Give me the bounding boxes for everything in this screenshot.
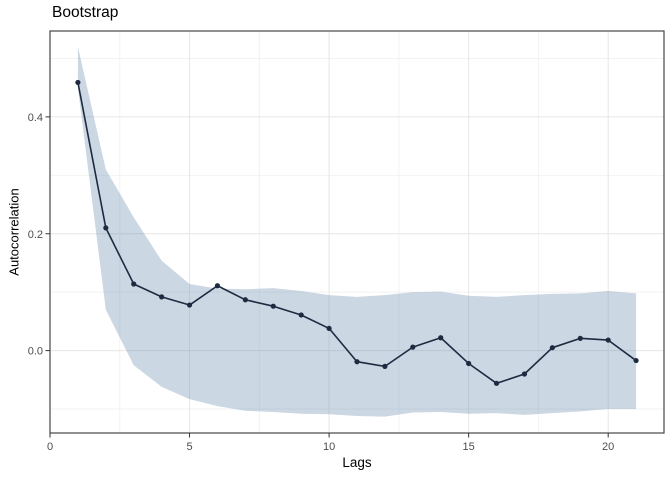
data-point bbox=[438, 335, 444, 341]
data-point bbox=[131, 281, 137, 287]
data-point bbox=[186, 302, 193, 308]
data-point bbox=[549, 345, 555, 351]
panel-background bbox=[50, 31, 664, 433]
data-point bbox=[410, 344, 416, 350]
y-tick-label: 0.0 bbox=[28, 346, 43, 358]
data-point bbox=[605, 337, 611, 343]
data-point bbox=[75, 79, 81, 86]
data-point bbox=[354, 359, 360, 365]
data-point bbox=[298, 312, 304, 318]
x-tick-label: 20 bbox=[602, 441, 614, 453]
data-point bbox=[577, 335, 583, 341]
panel-border bbox=[49, 30, 665, 434]
data-point bbox=[521, 371, 528, 377]
y-tick-label: 0.2 bbox=[28, 229, 43, 241]
x-axis-title: Lags bbox=[342, 455, 372, 470]
y-tick-label: 0.4 bbox=[28, 112, 43, 124]
chart-title: Bootstrap bbox=[52, 4, 119, 21]
data-point bbox=[326, 325, 332, 332]
data-point bbox=[159, 294, 165, 300]
data-point bbox=[382, 363, 388, 369]
data-point bbox=[493, 380, 500, 386]
data-point bbox=[633, 357, 639, 364]
x-tick-label: 15 bbox=[463, 441, 475, 453]
confidence-ribbon bbox=[77, 46, 637, 417]
data-point bbox=[466, 360, 472, 367]
x-tick-label: 5 bbox=[186, 441, 192, 453]
data-point bbox=[270, 303, 276, 309]
x-tick-label: 10 bbox=[323, 441, 335, 453]
data-point bbox=[214, 283, 221, 289]
x-tick-label: 0 bbox=[47, 441, 53, 453]
data-point bbox=[242, 297, 248, 303]
data-point bbox=[103, 225, 109, 231]
